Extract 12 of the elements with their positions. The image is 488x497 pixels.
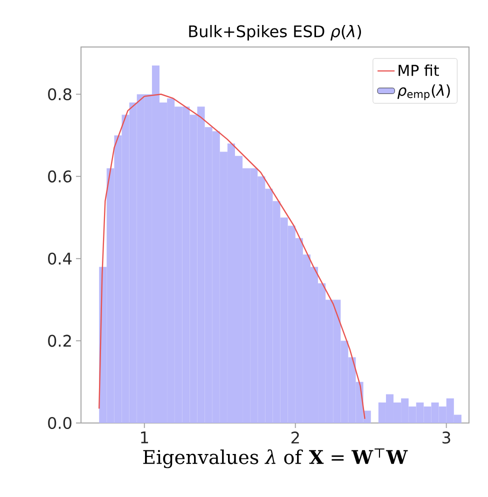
chart-title: Bulk+Spikes ESD ρ(λ)	[189, 24, 361, 40]
legend-label: MP fit	[398, 64, 439, 76]
y-tick-label: 0.4	[48, 252, 72, 265]
y-tick-label: 0.8	[48, 88, 72, 100]
legend-label: ρ$_{emp}$(λ)	[397, 84, 450, 100]
x-axis-title: Eigenvalues λ of X = W$^{⊤}$W	[143, 448, 408, 468]
y-tick-label: 0.0	[48, 416, 72, 430]
x-tick-label: 1	[141, 432, 148, 444]
y-tick-label: 0.2	[48, 334, 71, 347]
y-tick-label: 0.6	[48, 170, 72, 182]
x-tick-label: 2	[291, 432, 299, 444]
x-tick-label: 3	[442, 432, 450, 444]
